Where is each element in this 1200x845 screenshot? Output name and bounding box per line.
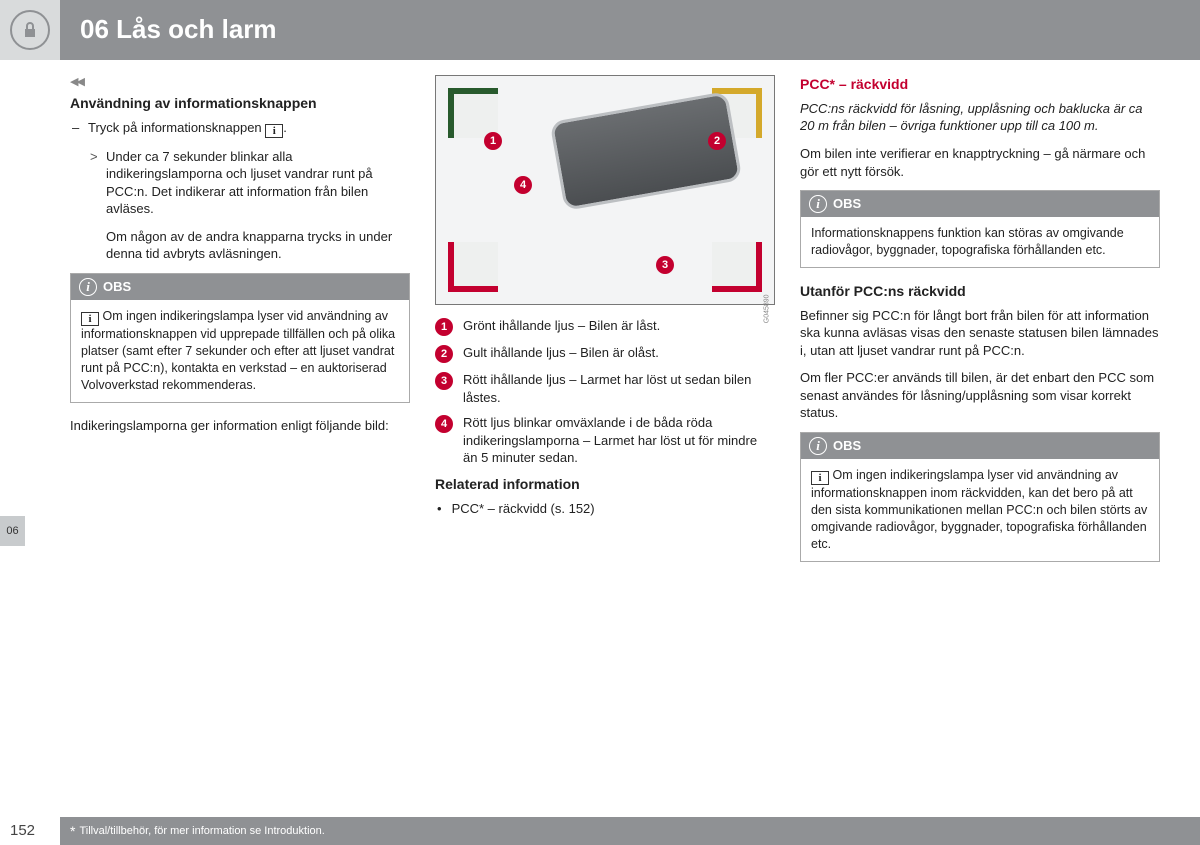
paragraph: Befinner sig PCC:n för långt bort från b… (800, 307, 1160, 360)
paragraph: Indikeringslamporna ger information enli… (70, 417, 410, 435)
paragraph: Om fler PCC:er används till bilen, är de… (800, 369, 1160, 422)
legend-item: 1 Grönt ihållande ljus – Bilen är låst. (435, 317, 775, 336)
section-heading-red: PCC* – räckvidd (800, 75, 1160, 94)
legend-text: Rött ljus blinkar omväxlande i de båda r… (463, 414, 775, 467)
note-body: Informationsknappens funktion kan störas… (801, 217, 1159, 267)
note-title: OBS (103, 278, 131, 296)
legend-item: 4 Rött ljus blinkar omväxlande i de båda… (435, 414, 775, 467)
legend-item: 2 Gult ihållande ljus – Bilen är olåst. (435, 344, 775, 363)
callout-badge-4: 4 (514, 176, 532, 194)
legend-item: 3 Rött ihållande ljus – Larmet har löst … (435, 371, 775, 406)
info-button-icon: i (81, 312, 99, 326)
legend-text: Gult ihållande ljus – Bilen är olåst. (463, 344, 775, 362)
section-heading: Användning av informationsknappen (70, 94, 410, 113)
column-3: PCC* – räckvidd PCC:ns räckvidd för låsn… (800, 75, 1160, 576)
substep-text: Under ca 7 sekunder blinkar alla indiker… (106, 148, 410, 218)
lock-icon (10, 10, 50, 50)
info-icon: i (809, 195, 827, 213)
info-button-icon: i (265, 124, 283, 138)
note-body: i Om ingen indikeringslampa lyser vid an… (71, 300, 409, 402)
related-info-heading: Relaterad information (435, 475, 775, 494)
indicator-green-icon (448, 88, 498, 138)
note-box: i OBS i Om ingen indikeringslampa lyser … (800, 432, 1160, 562)
indicator-red-right-icon (712, 242, 762, 292)
chapter-header: 06 Lås och larm (60, 0, 1200, 60)
related-info-item: PCC* – räckvidd (s. 152) (453, 500, 775, 518)
indicator-red-left-icon (448, 242, 498, 292)
note-box: i OBS i Om ingen indikeringslampa lyser … (70, 273, 410, 403)
note-body-text: Om ingen indikeringslampa lyser vid anvä… (811, 468, 1147, 551)
footnote-marker: * (70, 822, 75, 841)
legend-text: Rött ihållande ljus – Larmet har löst ut… (463, 371, 775, 406)
note-header: i OBS (801, 433, 1159, 459)
subsection-heading: Utanför PCC:ns räckvidd (800, 282, 1160, 301)
legend-badge: 2 (435, 345, 453, 363)
header-icon-box (0, 0, 60, 60)
legend-text: Grönt ihållande ljus – Bilen är låst. (463, 317, 775, 335)
page-number: 152 (10, 821, 35, 841)
legend-badge: 1 (435, 318, 453, 336)
note-title: OBS (833, 437, 861, 455)
paragraph: Om bilen inte verifierar en knapptryckni… (800, 145, 1160, 180)
footnote-text: Tillval/tillbehör, för mer information s… (79, 824, 324, 839)
note-header: i OBS (71, 274, 409, 300)
intro-italic: PCC:ns räckvidd för låsning, upplåsning … (800, 100, 1160, 135)
side-chapter-tab: 06 (0, 516, 25, 546)
continuation-marker-icon: ◀◀ (70, 75, 410, 90)
related-info-list: PCC* – räckvidd (s. 152) (453, 500, 775, 518)
step-text-part: . (283, 120, 287, 135)
note-body: i Om ingen indikeringslampa lyser vid an… (801, 459, 1159, 561)
chapter-title: 06 Lås och larm (80, 12, 277, 47)
note-body-text: Om ingen indikeringslampa lyser vid anvä… (81, 309, 395, 392)
step-text-part: Tryck på informationsknappen (88, 120, 265, 135)
figure-code: G045890 (763, 294, 772, 323)
info-icon: i (809, 437, 827, 455)
info-icon: i (79, 278, 97, 296)
callout-badge-2: 2 (708, 132, 726, 150)
legend-badge: 4 (435, 415, 453, 433)
note-title: OBS (833, 195, 861, 213)
remote-key-icon (550, 91, 743, 211)
footer-bar: * Tillval/tillbehör, för mer information… (60, 817, 1200, 845)
column-1: ◀◀ Användning av informationsknappen Try… (70, 75, 410, 576)
substep-text: Om någon av de andra knapparna trycks in… (106, 228, 410, 263)
info-button-icon: i (811, 471, 829, 485)
pcc-figure: 1 2 3 4 G045890 (435, 75, 775, 305)
step-text: Tryck på informationsknappen i. (88, 119, 410, 138)
legend-badge: 3 (435, 372, 453, 390)
callout-badge-3: 3 (656, 256, 674, 274)
note-box: i OBS Informationsknappens funktion kan … (800, 190, 1160, 268)
column-2: 1 2 3 4 G045890 1 Grönt ihållande ljus –… (435, 75, 775, 576)
callout-badge-1: 1 (484, 132, 502, 150)
page-content: ◀◀ Användning av informationsknappen Try… (70, 75, 1170, 576)
note-header: i OBS (801, 191, 1159, 217)
